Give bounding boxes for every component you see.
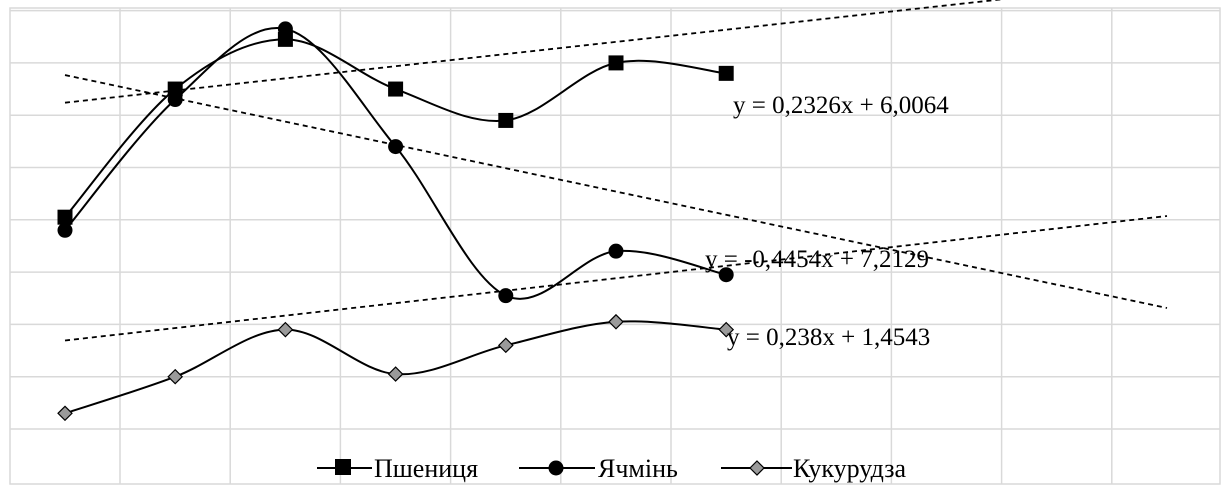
data-point-circle: [718, 267, 734, 283]
series-line-wheat: [64, 38, 727, 218]
data-point-circle: [167, 92, 183, 108]
trendline-barley: [64, 74, 1168, 309]
trendline-corn: [64, 215, 1168, 342]
data-point-circle: [277, 21, 293, 37]
data-point-square: [388, 81, 404, 97]
trendline-equation-corn: y = 0,238x + 1,4543: [727, 324, 930, 351]
plot-border: [9, 7, 1221, 485]
data-point-diamond: [387, 366, 404, 382]
legend-label-wheat: Пшениця: [374, 454, 478, 483]
data-point-square: [608, 55, 624, 71]
legend-item-corn: Кукурудза: [721, 454, 906, 483]
legend-diamond-marker-icon: [749, 460, 765, 476]
data-point-diamond: [608, 313, 624, 330]
data-point-square: [718, 65, 734, 81]
data-point-square: [167, 81, 183, 97]
series-line-barley: [64, 27, 727, 300]
data-point-circle: [608, 243, 624, 259]
data-point-diamond: [718, 321, 735, 338]
trendline-equation-wheat: y = 0,2326x + 6,0064: [733, 92, 949, 119]
trendline-equation-barley: y = -0,4454x + 7,2129: [705, 246, 929, 273]
trendline-equations: y = 0,2326x + 6,0064 y = -0,4454x + 7,21…: [705, 92, 949, 351]
legend-square-marker-icon: [335, 459, 351, 475]
data-point-square: [277, 31, 293, 47]
data-point-diamond: [167, 368, 184, 385]
data-point-circle: [388, 139, 404, 155]
data-point-circle: [498, 288, 514, 304]
data-point-diamond: [277, 321, 294, 338]
legend: Пшениця Ячмінь Кукурудза: [317, 454, 906, 483]
legend-label-barley: Ячмінь: [598, 454, 678, 483]
legend-item-barley: Ячмінь: [519, 454, 678, 483]
legend-item-wheat: Пшениця: [317, 454, 478, 483]
legend-label-corn: Кукурудза: [793, 454, 906, 483]
data-point-circle: [57, 222, 73, 238]
data-point-square: [498, 112, 514, 128]
data-point-diamond: [57, 405, 73, 422]
trendlines: [64, 0, 1168, 342]
data-point-square: [57, 209, 73, 225]
data-point-diamond: [497, 337, 514, 354]
legend-circle-marker-icon: [548, 460, 564, 476]
trendline-wheat: [64, 0, 1004, 104]
data-markers: [57, 21, 735, 422]
